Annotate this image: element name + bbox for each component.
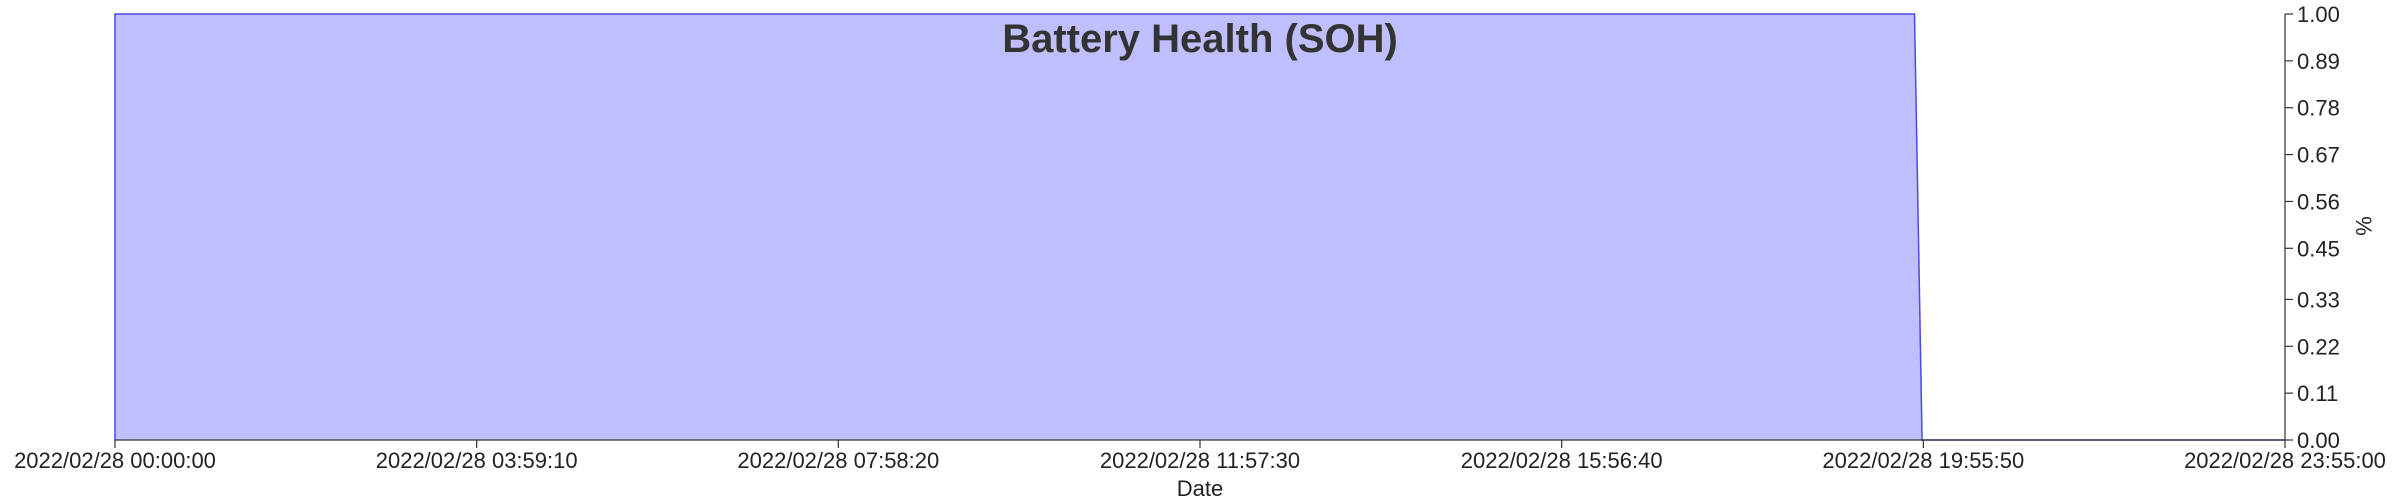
plot-area [114, 13, 2286, 441]
y-tick-label: 0.33 [2297, 287, 2340, 312]
data-point [114, 13, 116, 15]
x-tick-label: 2022/02/28 11:57:30 [1100, 448, 1300, 473]
y-tick-label: 1.00 [2297, 2, 2340, 27]
x-tick-label: 2022/02/28 07:58:20 [737, 448, 939, 473]
x-axis: 2022/02/28 00:00:00 2022/02/28 03:59:10 20… [14, 439, 2386, 473]
x-tick-label: 2022/02/28 03:59:10 [376, 448, 578, 473]
y-tick-label: 0.56 [2297, 189, 2340, 214]
y-tick-label: 0.45 [2297, 236, 2340, 261]
y-tick-label: 0.78 [2297, 96, 2340, 121]
y-tick-label: 0.11 [2297, 381, 2338, 406]
y-axis: 0.00 0.11 0.22 0.33 0.45 0.56 0.67 0.78 0.89 1.00 [2284, 2, 2340, 453]
y-axis-title: % [2351, 216, 2376, 236]
x-tick-label: 2022/02/28 19:55:50 [1822, 448, 2024, 473]
soh-area-fill [115, 14, 2285, 440]
data-point [1913, 13, 1916, 15]
x-tick-label: 2022/02/28 00:00:00 [14, 448, 216, 473]
y-tick-label: 0.00 [2297, 428, 2340, 453]
y-tick-label: 0.89 [2297, 49, 2340, 74]
chart-title: Battery Health (SOH) [1002, 17, 1398, 61]
y-tick-label: 0.22 [2297, 334, 2340, 359]
x-tick-label: 2022/02/28 15:56:40 [1461, 448, 1663, 473]
y-tick-label: 0.67 [2297, 143, 2340, 168]
x-tick-label: 2022/02/28 23:55:00 [2184, 448, 2386, 473]
x-axis-title: Date [1177, 476, 1223, 500]
